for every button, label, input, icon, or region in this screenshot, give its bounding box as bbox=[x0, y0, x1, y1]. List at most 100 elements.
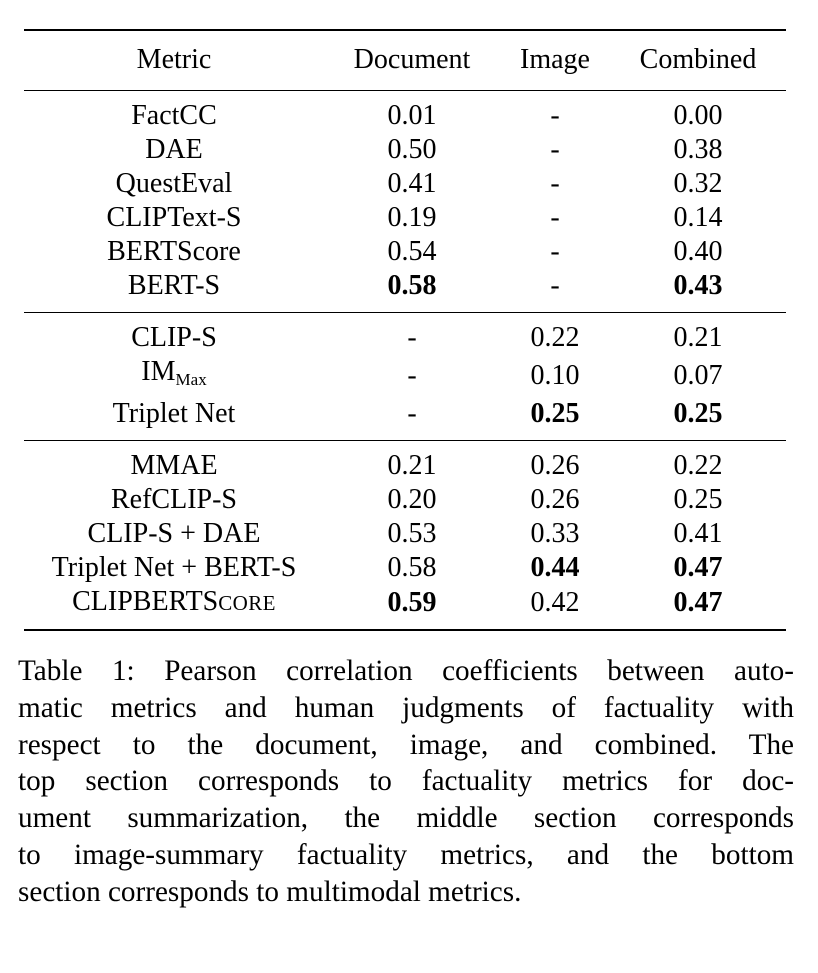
metric-name-cell: IMMax bbox=[24, 355, 324, 397]
table-header-row: Metric Document Image Combined bbox=[24, 30, 786, 91]
metric-name: CLIP-S bbox=[131, 322, 217, 353]
document-value: 0.58 bbox=[387, 270, 437, 301]
combined-value: 0.43 bbox=[673, 270, 723, 301]
document-value: 0.54 bbox=[387, 236, 437, 267]
metric-name-cell: MMAE bbox=[24, 441, 324, 484]
metric-name: CLIPText-S bbox=[106, 202, 242, 233]
metric-name-cell: CLIPText-S bbox=[24, 201, 324, 235]
table-row: BERT-S 0.58 - 0.43 bbox=[24, 269, 786, 313]
header-document: Document bbox=[353, 44, 471, 75]
table-row: CLIPText-S 0.19 - 0.14 bbox=[24, 201, 786, 235]
results-table: Metric Document Image Combined FactCC 0.0… bbox=[24, 29, 786, 631]
document-value: 0.01 bbox=[387, 100, 437, 131]
combined-value: 0.25 bbox=[673, 484, 723, 515]
combined-value: 0.00 bbox=[673, 100, 723, 131]
metric-name: IM bbox=[141, 356, 176, 387]
metric-name-cell: QuestEval bbox=[24, 167, 324, 201]
metric-subscript: Max bbox=[175, 370, 207, 389]
metric-name-cell: Triplet Net + BERT-S bbox=[24, 551, 324, 585]
combined-value: 0.47 bbox=[673, 586, 723, 618]
metric-smallcaps: CORE bbox=[218, 591, 276, 615]
combined-value: 0.32 bbox=[673, 168, 723, 199]
combined-value: 0.21 bbox=[673, 322, 723, 353]
table-row: CLIPBERTSCORE 0.59 0.42 0.47 bbox=[24, 585, 786, 630]
document-value: 0.41 bbox=[387, 168, 437, 199]
caption-line: to image-summary factuality metrics, and… bbox=[18, 838, 794, 871]
metric-name-cell: Triplet Net bbox=[24, 397, 324, 441]
image-value: - bbox=[550, 236, 560, 267]
table-row: QuestEval 0.41 - 0.32 bbox=[24, 167, 786, 201]
combined-value: 0.38 bbox=[673, 134, 723, 165]
table-row: CLIP-S - 0.22 0.21 bbox=[24, 312, 786, 356]
metric-name-cell: CLIP-S bbox=[24, 313, 324, 356]
table-caption: Table 1: Pearson correlation coefficient… bbox=[18, 653, 794, 911]
document-value: 0.20 bbox=[387, 484, 437, 515]
metric-name-cell: FactCC bbox=[24, 91, 324, 134]
metric-name: Triplet Net + BERT-S bbox=[51, 552, 297, 583]
table-row: Triplet Net + BERT-S 0.58 0.44 0.47 bbox=[24, 551, 786, 585]
table-row: CLIP-S + DAE 0.53 0.33 0.41 bbox=[24, 517, 786, 551]
document-value: - bbox=[407, 360, 417, 391]
metric-name-cell: DAE bbox=[24, 133, 324, 167]
image-value: 0.33 bbox=[530, 518, 580, 549]
combined-value: 0.41 bbox=[673, 518, 723, 549]
caption-line: section corresponds to multimodal metric… bbox=[18, 875, 522, 908]
metric-name: BERT-S bbox=[127, 270, 221, 301]
table-body: FactCC 0.01 - 0.00 DAE 0.50 - 0.38 QuestEval 0.41… bbox=[24, 90, 786, 630]
header-combined: Combined bbox=[639, 44, 757, 75]
metric-name-cell: BERTScore bbox=[24, 235, 324, 269]
table-row: FactCC 0.01 - 0.00 bbox=[24, 90, 786, 134]
metric-name: RefCLIP-S bbox=[111, 484, 237, 515]
image-value: 0.26 bbox=[530, 484, 580, 515]
image-value: - bbox=[550, 168, 560, 199]
metric-name: CLIPBERTS bbox=[72, 586, 219, 617]
combined-value: 0.25 bbox=[673, 398, 723, 429]
metric-name: FactCC bbox=[131, 100, 217, 131]
caption-line: matic metrics and human judgments of fac… bbox=[18, 691, 794, 724]
document-value: 0.21 bbox=[387, 450, 437, 481]
table-row: IMMax - 0.10 0.07 bbox=[24, 355, 786, 397]
combined-value: 0.14 bbox=[673, 202, 723, 233]
image-value: 0.26 bbox=[530, 450, 580, 481]
table-row: Triplet Net - 0.25 0.25 bbox=[24, 397, 786, 441]
results-table-container: Metric Document Image Combined FactCC 0.0… bbox=[24, 29, 786, 631]
metric-name: QuestEval bbox=[115, 168, 233, 199]
document-value: 0.19 bbox=[387, 202, 437, 233]
image-value: 0.10 bbox=[530, 360, 580, 391]
metric-name-cell: CLIPBERTSCORE bbox=[24, 585, 324, 630]
caption-line: respect to the document, image, and comb… bbox=[18, 728, 794, 761]
image-value: - bbox=[550, 202, 560, 233]
document-value: 0.50 bbox=[387, 134, 437, 165]
combined-value: 0.40 bbox=[673, 236, 723, 267]
document-value: 0.58 bbox=[387, 552, 437, 583]
metric-name: DAE bbox=[145, 134, 203, 165]
caption-line: top section corresponds to factuality me… bbox=[18, 765, 794, 798]
header-image: Image bbox=[520, 44, 590, 75]
document-value: - bbox=[407, 398, 417, 429]
metric-name: Triplet Net bbox=[112, 398, 236, 429]
caption-line: ument summarization, the middle section … bbox=[18, 802, 794, 835]
document-value: - bbox=[407, 322, 417, 353]
metric-name-cell: RefCLIP-S bbox=[24, 483, 324, 517]
image-value: 0.42 bbox=[530, 586, 580, 618]
image-value: 0.22 bbox=[530, 322, 580, 353]
caption-line: Table 1: Pearson correlation coefficient… bbox=[18, 655, 794, 687]
document-value: 0.59 bbox=[387, 586, 437, 618]
combined-value: 0.47 bbox=[673, 552, 723, 583]
image-value: 0.25 bbox=[530, 398, 580, 429]
metric-name: CLIP-S + DAE bbox=[87, 518, 261, 549]
image-value: - bbox=[550, 100, 560, 131]
combined-value: 0.07 bbox=[673, 360, 723, 391]
table-row: RefCLIP-S 0.20 0.26 0.25 bbox=[24, 483, 786, 517]
metric-name: BERTScore bbox=[107, 236, 241, 267]
image-value: 0.44 bbox=[530, 552, 580, 583]
header-metric: Metric bbox=[136, 44, 212, 75]
metric-name-cell: BERT-S bbox=[24, 269, 324, 313]
image-value: - bbox=[550, 270, 560, 301]
image-value: - bbox=[550, 134, 560, 165]
metric-name: MMAE bbox=[130, 450, 218, 481]
metric-name-cell: CLIP-S + DAE bbox=[24, 517, 324, 551]
document-value: 0.53 bbox=[387, 518, 437, 549]
table-row: MMAE 0.21 0.26 0.22 bbox=[24, 440, 786, 484]
table-row: BERTScore 0.54 - 0.40 bbox=[24, 235, 786, 269]
